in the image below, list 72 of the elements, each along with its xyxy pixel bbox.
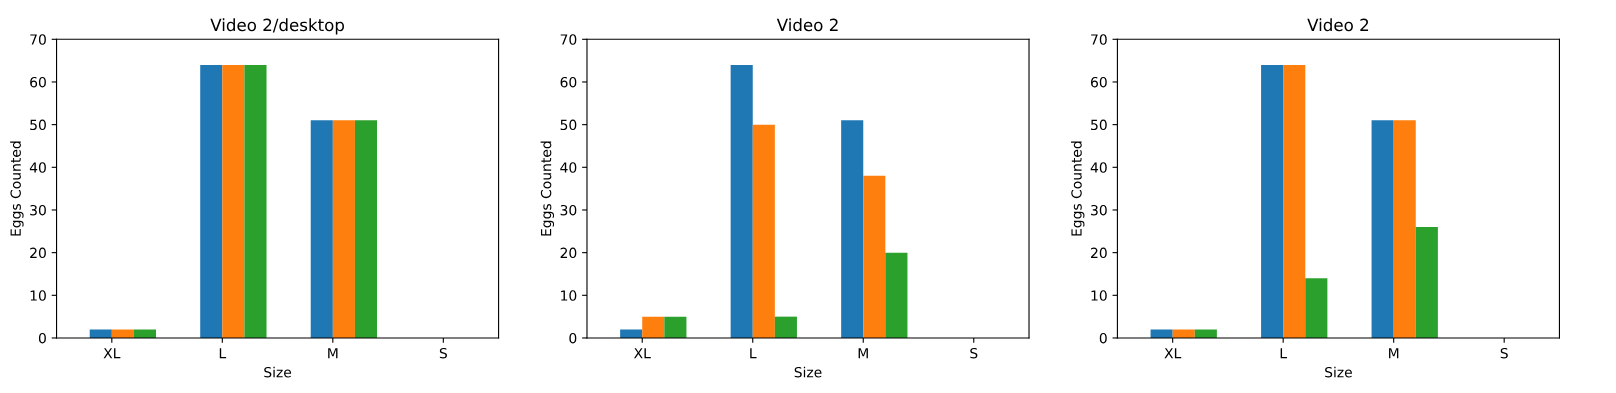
x-tick-label: S xyxy=(1500,347,1508,359)
x-tick-label: XL xyxy=(103,348,121,359)
y-tick-label: 0 xyxy=(38,332,46,344)
bar xyxy=(620,329,643,338)
bar xyxy=(1371,120,1394,338)
y-axis-title: Eggs Counted xyxy=(10,141,24,236)
x-tick-label: L xyxy=(1280,348,1287,359)
bar xyxy=(642,316,665,338)
x-tick-label: M xyxy=(1389,348,1399,359)
bar xyxy=(332,120,355,338)
x-tick-label: M xyxy=(328,348,338,359)
bar xyxy=(111,329,134,338)
x-axis-title: Size xyxy=(1325,366,1352,378)
x-tick-label: L xyxy=(750,348,757,359)
bar xyxy=(664,316,687,338)
y-tick-label: 20 xyxy=(1091,247,1107,259)
x-tick-label: XL xyxy=(1164,348,1182,359)
x-tick-label: S xyxy=(439,347,447,359)
bar xyxy=(774,316,797,338)
y-tick-label: 20 xyxy=(560,247,577,259)
y-tick-label: 0 xyxy=(1099,332,1107,344)
bar xyxy=(1261,64,1284,338)
bar xyxy=(752,124,775,338)
bar xyxy=(1172,329,1195,338)
bar xyxy=(1283,64,1306,338)
y-tick-label: 50 xyxy=(30,119,46,131)
bar xyxy=(1150,329,1173,338)
bar xyxy=(354,120,378,338)
bar xyxy=(841,120,864,338)
y-tick-label: 30 xyxy=(30,204,46,216)
x-tick-label: S xyxy=(970,347,978,359)
y-tick-label: 40 xyxy=(560,162,577,173)
y-tick-label: 30 xyxy=(1091,204,1107,216)
chart-title: Video 2 xyxy=(1307,18,1369,32)
y-tick-label: 20 xyxy=(30,247,46,259)
y-tick-label: 60 xyxy=(30,76,46,88)
x-tick-label: XL xyxy=(634,348,651,359)
y-tick-label: 70 xyxy=(560,34,577,45)
x-tick-label: M xyxy=(858,348,868,359)
bar xyxy=(133,329,157,338)
x-tick-label: L xyxy=(219,348,227,359)
y-tick-label: 60 xyxy=(560,76,577,88)
bar xyxy=(1194,329,1217,338)
bar xyxy=(244,64,267,338)
bar xyxy=(310,120,333,338)
bar xyxy=(89,329,112,338)
chart-title: Video 2/desktop xyxy=(210,18,344,35)
y-axis-title: Eggs Counted xyxy=(1071,141,1085,236)
bar xyxy=(200,64,223,338)
chart-title: Video 2 xyxy=(776,18,838,32)
y-tick-label: 70 xyxy=(30,34,46,45)
y-tick-label: 30 xyxy=(560,204,577,216)
bar xyxy=(885,252,908,338)
bar xyxy=(1415,227,1438,338)
y-tick-label: 60 xyxy=(1090,76,1107,88)
x-axis-title: Size xyxy=(264,366,292,378)
y-tick-label: 50 xyxy=(560,119,577,131)
y-tick-label: 40 xyxy=(29,162,46,173)
y-tick-label: 50 xyxy=(1091,119,1107,131)
x-axis-title: Size xyxy=(794,366,822,378)
y-tick-label: 0 xyxy=(569,332,577,344)
y-tick-label: 40 xyxy=(1090,162,1107,173)
y-tick-label: 70 xyxy=(1091,34,1107,45)
y-tick-label: 10 xyxy=(1091,290,1107,301)
bar xyxy=(1305,278,1328,338)
bar xyxy=(730,64,753,338)
bar xyxy=(222,64,245,338)
y-tick-label: 10 xyxy=(30,290,46,301)
bar xyxy=(1393,120,1416,338)
y-axis-title: Eggs Counted xyxy=(540,141,555,236)
bar xyxy=(863,175,886,338)
y-tick-label: 10 xyxy=(561,290,577,301)
